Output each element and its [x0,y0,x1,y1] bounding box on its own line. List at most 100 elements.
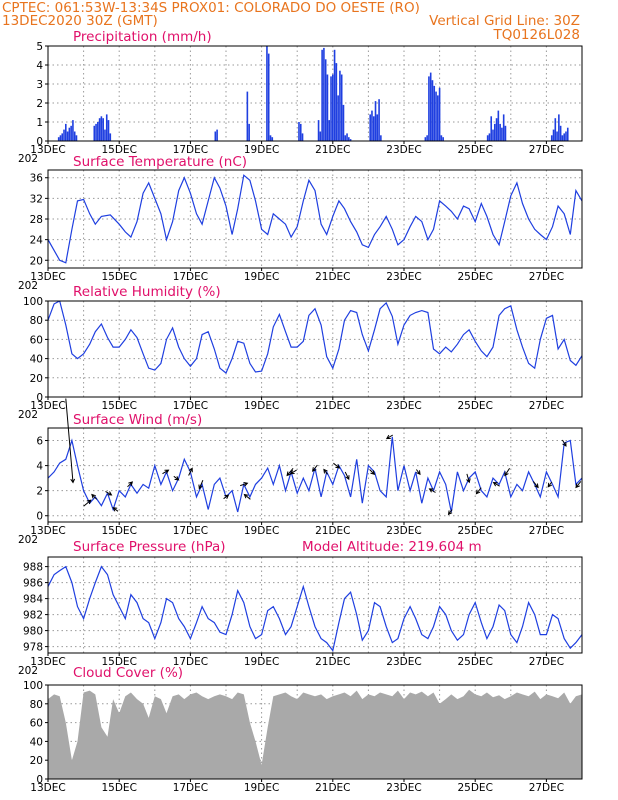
precip-bar [435,91,437,141]
precip-bar [98,118,101,141]
x-tick-label: 23DEC [386,656,421,668]
y-tick-label: 100 [23,680,43,692]
precip-bar [339,70,341,141]
precip-bar [93,125,96,141]
precip-bar [428,76,430,141]
wind-arrow [127,481,134,488]
precip-bar [344,135,347,141]
header-grid-note: Vertical Grid Line: 30Z [429,13,580,29]
panel-temp: 20 24 28 32 36 13DEC 15DEC 17DEC 19DEC 21DEC 23DEC… [18,154,583,292]
precip-bar [214,131,217,141]
precip-bar [497,110,500,141]
y-tick-label: 60 [30,718,43,730]
precip-bar [563,133,565,141]
panel-title: Relative Humidity (%) [73,284,221,300]
y-tick-label: 60 [30,334,43,346]
x-tick-label: 13DEC [30,400,65,412]
precip-bar [565,131,567,141]
x-tick-label: 27DEC [529,271,564,283]
wind-arrow [286,467,294,477]
precip-bar [501,127,503,141]
y-tick-label: 1 [36,117,43,129]
precip-bar [333,49,336,141]
precip-bar [326,74,329,141]
precip-bar [424,137,427,141]
x-tick-label: 21DEC [315,271,350,283]
precip-bar [216,129,218,141]
precip-bar [349,139,352,141]
precip-bar [104,129,106,141]
y-tick-label: 6 [36,436,43,448]
wind-arrow [65,398,76,484]
cloud-cover-area [48,689,582,779]
y-tick-label: 2 [36,486,43,498]
y-tick-label: 982 [23,610,43,622]
x-tick-label: 27DEC [529,782,564,794]
x-tick-label: 19DEC [244,400,279,412]
header-station: CPTEC: 061:53W-13:34S PROX01: COLORADO D… [2,0,420,16]
wind-arrow [466,473,471,484]
precip-bar [97,122,99,141]
x-tick-label: 15DEC [101,271,136,283]
wind-arrow [240,482,249,487]
wind-arrow [91,493,98,500]
panel-title: Precipitation (mm/h) [73,29,212,45]
y-tick-label: 978 [23,642,43,654]
precip-bar [426,135,428,141]
wind-arrow [105,490,113,496]
panel-title: Surface Wind (m/s) [73,412,202,428]
x-tick-label: 19DEC [244,271,279,283]
precip-bar [438,87,441,141]
wind-arrow [112,507,119,512]
precip-bar [504,125,507,141]
wind-arrow [198,480,204,490]
x-tick-label: 27DEC [529,144,564,156]
precip-bar [57,137,60,141]
plot-frame [47,45,583,142]
x-tick-label: 15DEC [101,144,136,156]
y-tick-label: 28 [30,214,43,226]
x-tick-label: 23DEC [386,271,421,283]
panel-wind: 0 2 4 6 13DEC 15DEC 17DEC 19DEC 21DEC 23DEC 25DEC 2… [18,398,583,546]
x-tick-label: 13DEC [30,144,65,156]
precip-bar [105,114,108,141]
precip-bar [558,114,560,141]
precip-bar [488,133,491,141]
precip-bar [301,133,304,141]
temp-line [48,174,582,264]
precip-bar [431,80,434,141]
x-tick-label: 25DEC [457,782,492,794]
precip-bar [492,129,494,141]
wind-arrow [416,469,421,476]
x-tick-label: 27DEC [529,656,564,668]
precip-bar [374,101,377,141]
x-year-label: 202 [18,280,38,292]
x-tick-label: 17DEC [173,525,208,537]
precip-bar [70,125,72,141]
panel-precip: 0 1 2 3 4 5 13DEC 15DEC 17DEC 19DEC 21DEC 23DEC 25DE… [18,29,583,165]
y-tick-label: 80 [30,699,43,711]
x-tick-label: 13DEC [30,525,65,537]
x-tick-label: 21DEC [315,656,350,668]
x-tick-label: 13DEC [30,656,65,668]
y-tick-label: 20 [30,373,43,385]
x-tick-label: 17DEC [173,656,208,668]
wind-arrow [344,471,350,481]
model-altitude-label: Model Altitude: 219.604 m [302,539,482,555]
wind-arrow [428,488,436,493]
wind-arrow [532,481,539,489]
wind-arrow [575,481,582,489]
precip-bar [95,123,97,141]
precip-bar [369,114,371,141]
wind-arrow [173,475,180,481]
y-tick-label: 5 [36,41,43,53]
x-tick-label: 27DEC [529,525,564,537]
y-tick-label: 40 [30,736,43,748]
pressure-line [48,565,582,652]
precip-bar [380,135,382,141]
y-tick-label: 0 [36,511,43,523]
y-tick-label: 4 [36,60,43,72]
precip-bar [486,135,489,141]
precip-bar [332,74,334,141]
y-tick-label: 3 [36,79,43,91]
